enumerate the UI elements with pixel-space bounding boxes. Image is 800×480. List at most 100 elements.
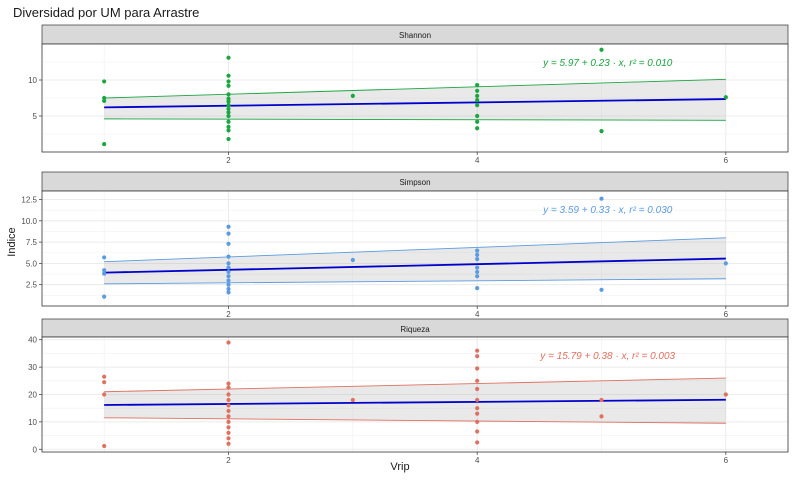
data-point: [102, 95, 107, 101]
data-point: [226, 113, 231, 119]
y-tick-label: 10.0: [21, 217, 37, 226]
data-point: [226, 441, 231, 446]
data-point: [475, 440, 480, 445]
x-tick-label: 4: [475, 156, 480, 165]
regression-equation: y = 5.97 + 0.23 · x, r² = 0.010: [542, 58, 673, 69]
x-axis-label: Vrip: [390, 461, 410, 473]
data-point: [226, 110, 231, 115]
data-point: [475, 397, 480, 403]
y-tick-label: 7.5: [26, 238, 38, 247]
data-point: [350, 257, 355, 263]
data-point: [226, 290, 231, 295]
data-point: [226, 99, 231, 104]
confidence-band: [104, 237, 726, 284]
data-point: [475, 269, 480, 275]
data-point: [226, 269, 231, 275]
data-point: [102, 294, 107, 299]
data-point: [226, 254, 231, 259]
data-point: [599, 129, 604, 134]
confidence-upper-line: [104, 237, 726, 263]
data-point: [475, 88, 480, 93]
x-tick-label: 2: [226, 456, 231, 465]
data-point: [226, 278, 231, 283]
data-point: [226, 224, 231, 229]
data-point: [226, 403, 231, 408]
x-tick-label: 4: [475, 310, 480, 319]
data-point: [226, 408, 231, 414]
data-point: [599, 196, 604, 201]
data-point: [102, 255, 107, 260]
data-point: [475, 386, 480, 392]
data-point: [226, 55, 231, 60]
data-point: [102, 374, 107, 379]
data-point: [723, 392, 728, 397]
data-point: [350, 93, 355, 98]
data-point: [599, 414, 604, 419]
data-point: [475, 93, 480, 98]
y-tick-label: 5: [33, 112, 38, 121]
regression-equation: y = 15.79 + 0.38 · x, r² = 0.003: [539, 351, 675, 362]
data-point: [226, 261, 231, 266]
data-point: [226, 128, 231, 133]
panel-shannon: Shannon y = 5.97 + 0.23 · x, r² = 0.010 5 1…: [28, 24, 789, 165]
facet-strip-label: Simpson: [399, 178, 430, 187]
data-point: [226, 136, 231, 142]
x-tick-label: 4: [475, 456, 480, 465]
data-point: [475, 126, 480, 131]
data-point: [475, 82, 480, 88]
data-point: [475, 286, 480, 291]
data-point: [599, 47, 604, 52]
y-tick-label: 5.0: [26, 259, 38, 268]
data-point: [475, 98, 480, 103]
data-point: [475, 265, 480, 270]
data-point: [226, 430, 231, 435]
data-point: [599, 287, 604, 292]
y-tick-label: 10: [28, 76, 37, 85]
data-point: [226, 103, 231, 108]
data-point: [226, 425, 231, 430]
x-tick-label: 2: [226, 310, 231, 319]
data-point: [475, 348, 480, 353]
data-point: [102, 79, 107, 84]
data-point: [723, 95, 728, 100]
data-point: [226, 119, 231, 124]
data-point: [475, 248, 480, 253]
confidence-band: [104, 79, 726, 121]
data-point: [475, 257, 480, 262]
confidence-upper-line: [104, 377, 726, 393]
data-point: [475, 354, 480, 359]
confidence-upper-line: [104, 78, 726, 99]
data-point: [226, 231, 231, 236]
panel-border: [41, 43, 789, 153]
data-point: [102, 268, 107, 273]
regression-line: [104, 98, 726, 109]
y-tick-label: 2.5: [26, 281, 38, 290]
data-point: [102, 271, 107, 276]
confidence-band: [104, 378, 726, 424]
data-point: [475, 429, 480, 434]
data-point: [475, 406, 480, 411]
x-tick-label: 6: [724, 310, 729, 319]
data-point: [226, 397, 231, 403]
confidence-lower-line: [104, 417, 726, 424]
y-tick-label: 0: [33, 445, 38, 454]
y-tick-label: 40: [28, 336, 37, 345]
data-point: [226, 265, 231, 270]
data-point: [102, 380, 107, 385]
regression-line: [104, 257, 726, 274]
panel-riqueza: Riqueza y = 15.79 + 0.38 · x, r² = 0.003 0…: [28, 318, 789, 465]
chart-title: Diversidad por UM para Arrastre: [13, 5, 200, 20]
data-point: [102, 392, 107, 397]
data-point: [226, 92, 231, 97]
x-tick-label: 6: [724, 456, 729, 465]
facet-strip-label: Riqueza: [400, 325, 430, 334]
regression-line: [104, 398, 726, 406]
data-point: [226, 414, 231, 419]
data-point: [226, 340, 231, 345]
data-point: [475, 366, 480, 371]
data-point: [226, 96, 231, 101]
data-point: [226, 385, 231, 390]
data-point: [475, 103, 480, 108]
data-point: [475, 411, 480, 416]
data-point: [102, 443, 107, 449]
